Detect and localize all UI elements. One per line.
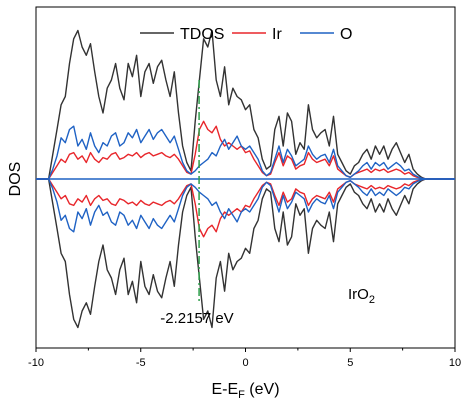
- series-o-up-line: [36, 125, 455, 180]
- plot-area-frame: [35, 6, 456, 349]
- fermi-shift-label: -2.2157 eV: [160, 310, 233, 327]
- x-axis-label-main: E-E: [211, 381, 238, 398]
- x-axis-label: E-EF (eV): [211, 381, 279, 401]
- legend-label-tdos: TDOS: [180, 26, 224, 43]
- series-o-down-line: [36, 178, 455, 233]
- series-tdos-up-line: [36, 29, 455, 180]
- x-tick-label: 10: [449, 357, 461, 369]
- compound-formula-main: IrO: [348, 286, 369, 303]
- series-tdos-down-line: [36, 178, 455, 329]
- legend-label-ir: Ir: [272, 26, 282, 43]
- x-tick-label: -5: [136, 357, 146, 369]
- x-tick-label: 5: [347, 357, 353, 369]
- x-tick-label: -10: [28, 357, 44, 369]
- y-axis-label: DOS: [7, 162, 24, 197]
- chart-legend: TDOS Ir O: [140, 26, 352, 43]
- series-layer: [36, 29, 455, 329]
- x-tick-label: 0: [242, 357, 248, 369]
- legend-label-o: O: [340, 26, 352, 43]
- compound-formula-label: IrO2: [348, 286, 375, 306]
- x-tick-layer: -10 -5 0 5 10: [28, 348, 461, 369]
- series-ir-down-line: [36, 178, 455, 238]
- x-axis-label-subscript: F: [238, 389, 245, 401]
- compound-formula-subscript: 2: [369, 294, 375, 306]
- x-axis-label-unit: (eV): [245, 381, 280, 398]
- series-ir-up-line: [36, 120, 455, 180]
